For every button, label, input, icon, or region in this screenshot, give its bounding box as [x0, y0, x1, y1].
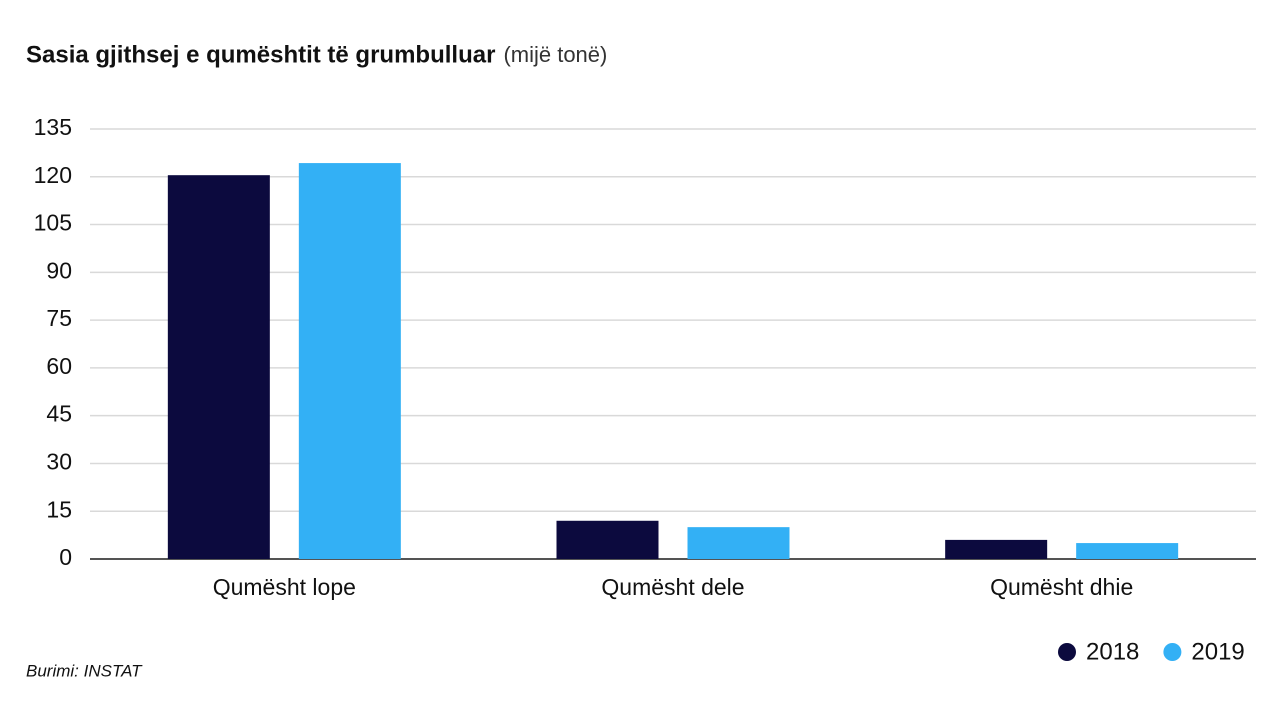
y-tick-label: 105	[34, 210, 72, 236]
bar	[945, 539, 1048, 559]
y-tick-label: 30	[46, 449, 72, 475]
x-tick-label: Qumësht dele	[601, 574, 744, 600]
bar	[298, 163, 401, 559]
y-tick-label: 135	[34, 114, 72, 140]
legend-label: 2019	[1191, 638, 1244, 665]
legend-marker	[1163, 643, 1182, 661]
chart-subtitle: (mijë tonë)	[503, 42, 607, 67]
bar	[167, 175, 270, 559]
bar	[556, 520, 659, 559]
legend-label: 2018	[1086, 638, 1139, 665]
source: Burimi: INSTAT	[26, 661, 143, 680]
y-tick-label: 90	[46, 257, 72, 283]
y-tick-label: 75	[46, 305, 72, 331]
bar	[687, 527, 790, 559]
x-tick-label: Qumësht dhie	[990, 574, 1133, 600]
x-tick-label: Qumësht lope	[213, 574, 356, 600]
y-tick-label: 45	[46, 401, 72, 427]
y-tick-label: 120	[34, 162, 72, 188]
y-tick-label: 0	[59, 544, 72, 570]
bar	[1076, 543, 1179, 559]
chart-title: Sasia gjithsej e qumështit të grumbullua…	[26, 41, 495, 68]
y-tick-label: 60	[46, 353, 72, 379]
legend-marker	[1058, 643, 1076, 661]
y-tick-label: 15	[46, 496, 72, 522]
